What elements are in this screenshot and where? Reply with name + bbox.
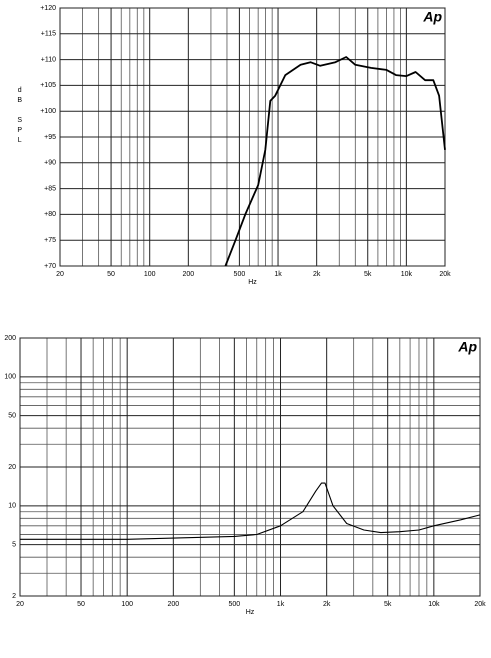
logo: Ap: [457, 339, 477, 355]
logo: Ap: [422, 9, 442, 25]
y-tick-label: +100: [40, 108, 56, 115]
y-tick-label: +70: [44, 263, 56, 270]
y-tick-label: +80: [44, 211, 56, 218]
x-axis-label: Hz: [248, 279, 257, 286]
x-tick-label: 1k: [274, 271, 282, 278]
x-tick-label: 2k: [323, 601, 331, 608]
x-tick-label: 50: [107, 271, 115, 278]
y-axis-label: dB SPL: [16, 87, 23, 147]
data-line: [224, 56, 446, 267]
x-tick-label: 20: [56, 271, 64, 278]
y-tick-label: 10: [8, 503, 16, 510]
y-tick-label: +75: [44, 237, 56, 244]
x-tick-label: 10k: [401, 271, 413, 278]
x-axis-label: Hz: [246, 609, 255, 616]
y-tick-label: 5: [12, 542, 16, 549]
x-tick-label: 50: [77, 601, 85, 608]
y-tick-label: +115: [41, 31, 56, 38]
y-tick-label: +85: [44, 185, 56, 192]
x-tick-label: 20k: [439, 271, 451, 278]
x-tick-label: 100: [144, 271, 156, 278]
x-tick-label: 1k: [277, 601, 285, 608]
y-tick-label: 200: [4, 335, 16, 342]
data-line: [20, 482, 481, 540]
y-tick-label: +90: [44, 160, 56, 167]
x-tick-label: 500: [229, 601, 241, 608]
x-tick-label: 500: [234, 271, 246, 278]
y-tick-label: +110: [41, 56, 56, 63]
y-tick-label: +95: [44, 134, 56, 141]
y-tick-label: 2: [12, 593, 16, 600]
x-tick-label: 5k: [364, 271, 372, 278]
x-tick-label: 20k: [474, 601, 486, 608]
x-tick-label: 20: [16, 601, 24, 608]
x-tick-label: 100: [121, 601, 133, 608]
y-tick-label: 100: [4, 374, 16, 381]
x-tick-label: 2k: [313, 271, 321, 278]
x-tick-label: 200: [182, 271, 194, 278]
x-tick-label: 10k: [428, 601, 440, 608]
y-tick-label: +105: [40, 82, 56, 89]
y-tick-label: +120: [40, 5, 56, 12]
x-tick-label: 5k: [384, 601, 392, 608]
y-tick-label: 20: [8, 464, 16, 471]
x-tick-label: 200: [167, 601, 179, 608]
y-tick-label: 50: [8, 413, 16, 420]
